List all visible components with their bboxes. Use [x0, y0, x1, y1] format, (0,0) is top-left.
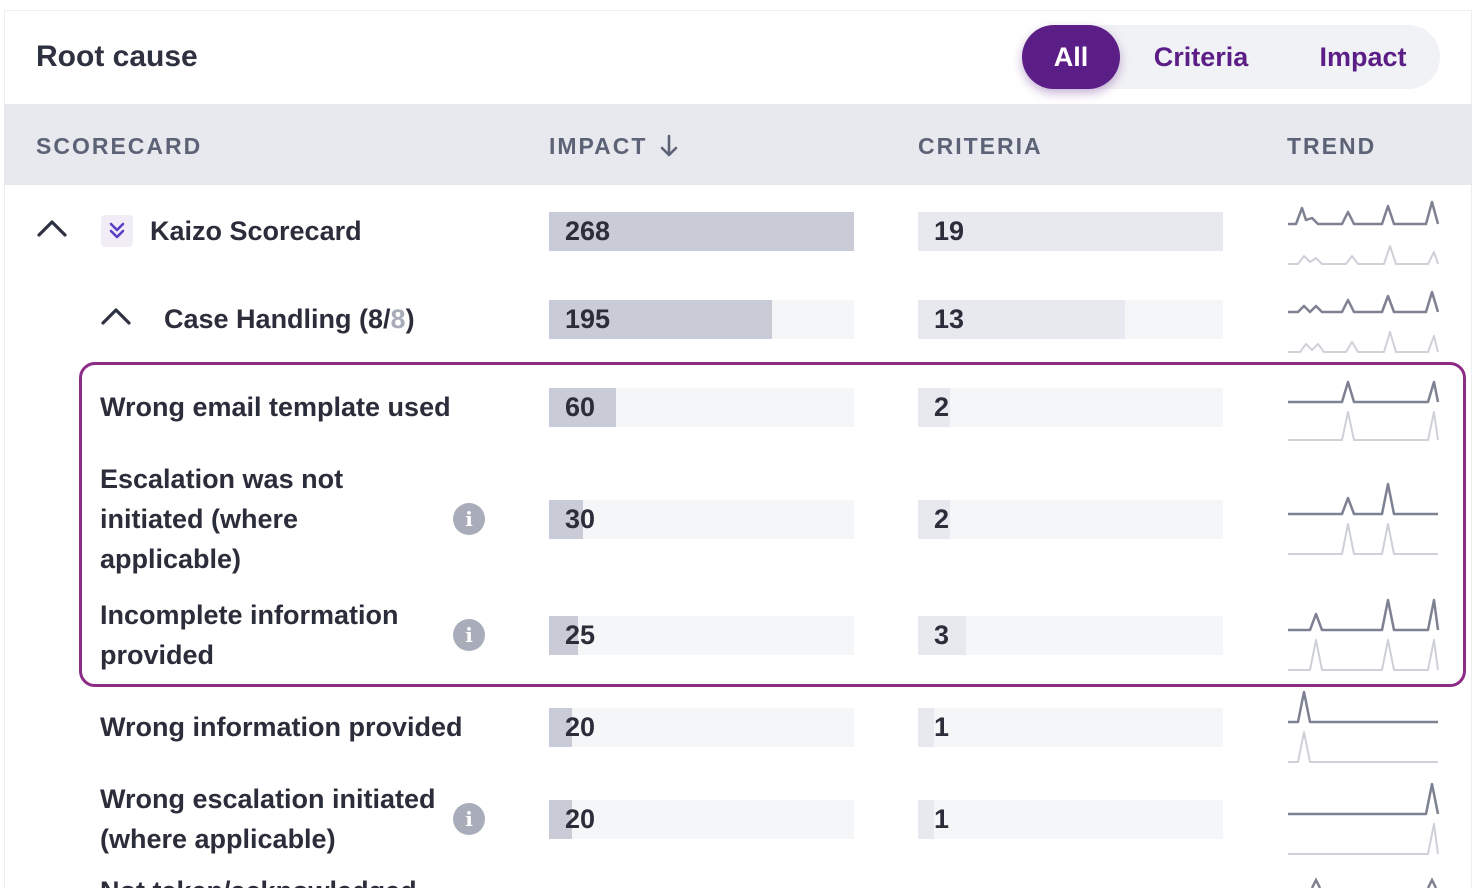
column-header-trend: TREND — [1287, 133, 1377, 159]
impact-bar-fill — [549, 708, 572, 747]
column-header-scorecard[interactable]: SCORECARD — [36, 133, 203, 159]
impact-bar: 30 — [549, 500, 854, 539]
criteria-bar: 1 — [918, 708, 1223, 747]
criteria-bar: 13 — [918, 300, 1223, 339]
criteria-bar-fill — [918, 616, 967, 655]
criteria-bar: 2 — [918, 500, 1223, 539]
impact-value: 268 — [565, 216, 611, 246]
impact-value: 25 — [565, 620, 596, 650]
trend-sparkline — [1310, 877, 1438, 888]
info-icon[interactable]: i — [453, 619, 485, 651]
trend-sparkline — [1288, 690, 1438, 763]
column-header-impact-label: IMPACT — [549, 133, 648, 159]
trend-sparkline — [1288, 200, 1440, 265]
filter-criteria-button[interactable]: Criteria — [1153, 42, 1249, 72]
criteria-value: 19 — [934, 216, 965, 246]
criteria-bar: 3 — [918, 616, 1223, 655]
impact-bar: 20 — [549, 708, 854, 747]
impact-value: 20 — [565, 712, 596, 742]
impact-value: 30 — [565, 504, 596, 534]
criteria-value: 1 — [934, 712, 950, 742]
criteria-bar: 2 — [918, 388, 1223, 427]
criterion-label[interactable]: Not taken/acknowledged — [100, 871, 417, 888]
criterion-label[interactable]: Wrong escalation initiated (where applic… — [100, 779, 436, 859]
criterion-label-line: provided — [100, 640, 215, 670]
collapse-chevron-icon[interactable] — [100, 306, 132, 326]
criteria-bar: 19 — [918, 212, 1223, 251]
filter-impact-button[interactable]: Impact — [1319, 42, 1407, 72]
category-count: 8 — [390, 304, 406, 334]
impact-bar: 195 — [549, 300, 854, 339]
impact-bar: 268 — [549, 212, 854, 251]
impact-bar-fill — [549, 212, 854, 251]
impact-bar-fill — [549, 800, 572, 839]
impact-bar: 25 — [549, 616, 854, 655]
criteria-bar-fill — [918, 388, 951, 427]
criterion-label-line: initiated (where — [100, 504, 299, 534]
impact-bar-fill — [549, 616, 578, 655]
impact-bar: 60 — [549, 388, 854, 427]
trend-sparkline — [1288, 380, 1440, 441]
category-name-prefix: Case Handling (8/ — [164, 304, 391, 334]
impact-value: 60 — [565, 392, 596, 422]
criteria-bar-fill — [918, 708, 935, 747]
filter-all-button[interactable]: All — [1022, 25, 1120, 89]
collapse-chevron-icon[interactable] — [36, 218, 68, 238]
criteria-value: 2 — [934, 504, 950, 534]
criteria-bar-fill — [918, 300, 1126, 339]
criteria-value: 13 — [934, 304, 965, 334]
criteria-bar-fill — [918, 800, 935, 839]
criterion-label-line: (where applicable) — [100, 824, 336, 854]
criterion-label-line: Incomplete information — [100, 600, 399, 630]
column-header-impact[interactable]: IMPACT — [549, 133, 678, 160]
criterion-label-line: Wrong escalation initiated — [100, 784, 436, 814]
impact-value: 20 — [565, 804, 596, 834]
panel-title: Root cause — [36, 40, 198, 73]
filter-toggle: All Criteria Impact — [1022, 25, 1440, 89]
column-header-criteria[interactable]: CRITERIA — [918, 133, 1043, 159]
highlighted-rows-outline — [79, 362, 1466, 687]
info-icon[interactable]: i — [453, 803, 485, 835]
criteria-value: 2 — [934, 392, 950, 422]
criteria-value: 1 — [934, 804, 950, 834]
criterion-label[interactable]: Escalation was not initiated (where appl… — [100, 459, 343, 579]
info-icon[interactable]: i — [453, 503, 485, 535]
impact-bar-fill — [549, 388, 617, 427]
impact-bar-fill — [549, 500, 583, 539]
trend-sparkline — [1288, 782, 1440, 855]
trend-sparkline — [1288, 290, 1440, 353]
table-header — [4, 104, 1472, 185]
criterion-label[interactable]: Wrong email template used — [100, 392, 451, 422]
criterion-label[interactable]: Wrong information provided — [100, 712, 463, 742]
impact-value: 195 — [565, 304, 611, 334]
criterion-label-line: applicable) — [100, 544, 242, 574]
impact-bar: 20 — [549, 800, 854, 839]
criteria-bar: 1 — [918, 800, 1223, 839]
trend-sparkline — [1288, 598, 1440, 671]
criterion-label[interactable]: Incomplete information provided — [100, 595, 399, 675]
scorecard-name[interactable]: Kaizo Scorecard — [150, 216, 362, 246]
criterion-label-line: Escalation was not — [100, 464, 344, 494]
arrow-down-icon — [660, 134, 678, 157]
impact-bar-fill — [549, 300, 772, 339]
category-name[interactable]: Case Handling (8/8) — [164, 299, 415, 339]
criteria-bar-fill — [918, 212, 1223, 251]
criteria-value: 3 — [934, 620, 950, 650]
category-name-suffix: ) — [405, 304, 415, 334]
trend-sparkline — [1288, 482, 1438, 555]
scorecard-badge-icon — [101, 215, 133, 247]
criteria-bar-fill — [918, 500, 951, 539]
